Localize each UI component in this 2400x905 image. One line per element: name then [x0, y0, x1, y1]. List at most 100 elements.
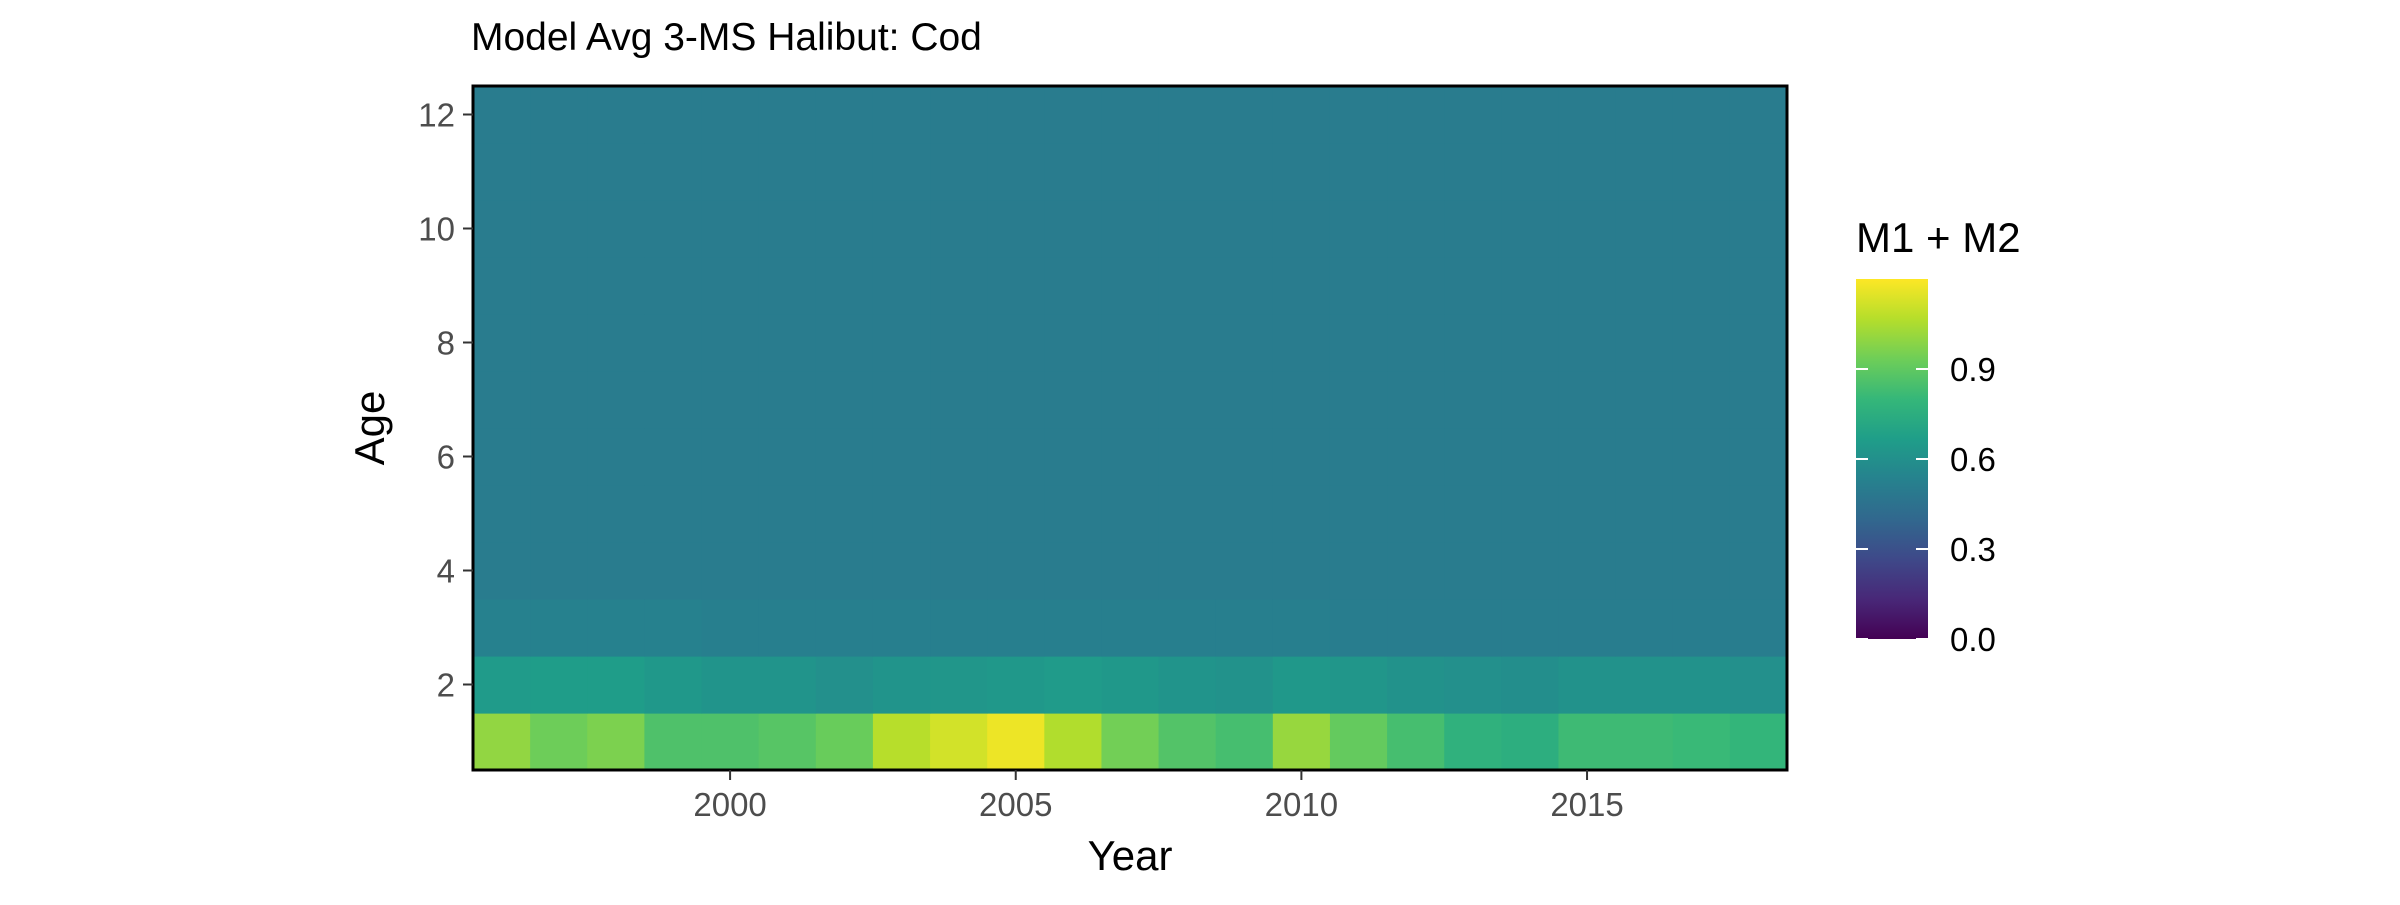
heatmap-cell: [1044, 542, 1103, 600]
heatmap-cell: [1729, 314, 1788, 372]
heatmap-cell: [815, 656, 874, 714]
heatmap-cell: [758, 86, 817, 144]
heatmap-cell: [644, 542, 703, 600]
heatmap-cell: [1501, 713, 1560, 771]
heatmap-cell: [587, 371, 645, 429]
heatmap-cell: [1101, 485, 1160, 543]
heatmap-cell: [987, 713, 1045, 771]
heatmap-cell: [1672, 599, 1731, 657]
heatmap-cell: [1215, 599, 1274, 657]
heatmap-cell: [1329, 599, 1388, 657]
heatmap-cell: [987, 542, 1045, 600]
heatmap-cell: [1101, 599, 1160, 657]
heatmap-cell: [1215, 143, 1274, 201]
heatmap-cell: [1444, 713, 1502, 771]
heatmap-cell: [1272, 713, 1331, 771]
heatmap-cell: [1444, 257, 1502, 315]
heatmap-cell: [473, 428, 531, 486]
heatmap-cell: [1615, 200, 1674, 258]
heatmap-cell: [1158, 86, 1217, 144]
panel-border: [471, 84, 1789, 772]
x-axis-title: Year: [1088, 832, 1173, 879]
heatmap-cell: [815, 542, 874, 600]
heatmap-cell: [1615, 713, 1674, 771]
heatmap-cell: [872, 542, 931, 600]
heatmap-cell: [1444, 200, 1502, 258]
heatmap-cell: [1501, 143, 1560, 201]
heatmap-cell: [530, 143, 588, 201]
heatmap-cell: [1729, 656, 1788, 714]
heatmap-cell: [1101, 656, 1160, 714]
heatmap-cell: [1329, 713, 1388, 771]
heatmap-cell: [644, 599, 703, 657]
heatmap-cell: [815, 599, 874, 657]
heatmap-cell: [1044, 656, 1103, 714]
heatmap-cell: [1615, 371, 1674, 429]
heatmap-cell: [587, 143, 645, 201]
heatmap-cell: [530, 314, 588, 372]
heatmap-cell: [758, 542, 817, 600]
heatmap-cell: [1444, 428, 1502, 486]
heatmap-cell: [701, 656, 760, 714]
heatmap-cell: [1729, 371, 1788, 429]
heatmap-cell: [1101, 542, 1160, 600]
heatmap-cell: [701, 713, 760, 771]
heatmap-cell: [473, 485, 531, 543]
heatmap-cell: [1672, 86, 1731, 144]
heatmap-cell: [1729, 542, 1788, 600]
heatmap-cell: [1501, 257, 1560, 315]
heatmap-cell: [587, 257, 645, 315]
heatmap-cell: [1729, 713, 1788, 771]
heatmap-cell: [1158, 656, 1217, 714]
heatmap-cell: [1329, 542, 1388, 600]
heatmap-cell: [701, 485, 760, 543]
heatmap-cell: [473, 542, 531, 600]
heatmap-cell: [1272, 314, 1331, 372]
heatmap-cell: [1501, 656, 1560, 714]
heatmap-cell: [473, 200, 531, 258]
heatmap-cell: [1215, 314, 1274, 372]
heatmap-cell: [1272, 428, 1331, 486]
heatmap-cell: [1729, 428, 1788, 486]
heatmap-cell: [1672, 485, 1731, 543]
heatmap-cell: [758, 713, 817, 771]
heatmap-cell: [1729, 143, 1788, 201]
heatmap-cell: [1558, 428, 1617, 486]
legend-ticks: 0.0 0.3 0.6 0.9: [1856, 351, 1996, 658]
heatmap-cell: [473, 599, 531, 657]
heatmap-cell: [644, 143, 703, 201]
heatmap-cell: [1672, 656, 1731, 714]
heatmap-cell: [473, 143, 531, 201]
heatmap-cell: [1044, 713, 1103, 771]
heatmap-cell: [587, 314, 645, 372]
heatmap-cell: [701, 371, 760, 429]
heatmap-cell: [473, 713, 531, 771]
heatmap-cell: [1558, 599, 1617, 657]
heatmap-cell: [1215, 86, 1274, 144]
heatmap-cell: [1387, 428, 1445, 486]
heatmap-cell: [473, 257, 531, 315]
heatmap-cell: [1615, 656, 1674, 714]
heatmap-cell: [701, 86, 760, 144]
heatmap-cell: [1101, 428, 1160, 486]
heatmap-cell: [872, 371, 931, 429]
x-tick-label: 2000: [693, 786, 766, 823]
heatmap-cell: [1615, 428, 1674, 486]
heatmap-cell: [815, 371, 874, 429]
heatmap-cell: [1215, 428, 1274, 486]
heatmap-cell: [1444, 542, 1502, 600]
heatmap-cell: [1387, 713, 1445, 771]
heatmap-cell: [758, 143, 817, 201]
heatmap-cell: [1444, 86, 1502, 144]
heatmap-cell: [987, 428, 1045, 486]
heatmap-cell: [1558, 200, 1617, 258]
heatmap-cell: [1672, 314, 1731, 372]
heatmap-cell: [1387, 542, 1445, 600]
heatmap-cell: [1672, 713, 1731, 771]
heatmap-cell: [1558, 314, 1617, 372]
heatmap-cell: [1387, 314, 1445, 372]
heatmap-cell: [930, 257, 988, 315]
heatmap-cell: [1158, 542, 1217, 600]
